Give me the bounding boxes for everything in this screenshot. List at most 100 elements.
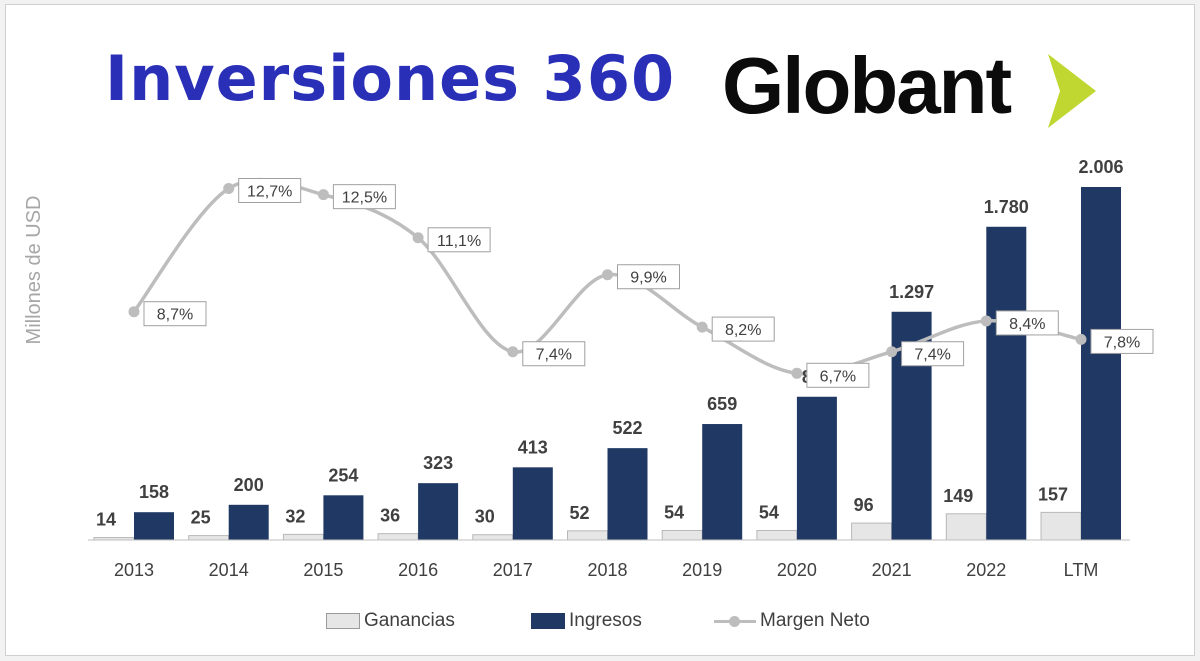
bar-ganancias-2021: [851, 522, 893, 541]
x-tick-2014: 2014: [209, 560, 249, 580]
label-ingresos-2013: 158: [139, 482, 169, 502]
legend-item-margen-neto: Margen Neto: [714, 608, 870, 634]
x-tick-2015: 2015: [303, 560, 343, 580]
label-margen-2018: 9,9%: [630, 270, 666, 287]
point-margen-2020: [791, 367, 803, 379]
company-logo: Globant: [722, 41, 1012, 130]
bar-ingresos-2018: [607, 448, 648, 540]
label-ganancias-2020: 54: [759, 502, 779, 522]
point-margen-2019: [696, 321, 708, 333]
label-ingresos-2017: 413: [518, 437, 548, 457]
point-margen-2016: [412, 232, 424, 244]
label-ingresos-2018: 522: [612, 418, 642, 438]
bar-ingresos-2017: [512, 467, 553, 540]
point-margen-2022: [980, 315, 992, 327]
bar-ingresos-2022: [986, 226, 1027, 540]
bar-ingresos-2015: [323, 495, 364, 540]
label-ganancias-2018: 52: [569, 503, 589, 523]
bar-ganancias-2015: [282, 533, 324, 541]
point-margen-2015: [317, 189, 329, 201]
callout-margen-2017: [522, 341, 586, 367]
x-tick-2019: 2019: [682, 560, 722, 580]
legend-item-ingresos: Ingresos: [531, 608, 642, 634]
label-ganancias-2015: 32: [285, 506, 305, 526]
bar-ingresos-2013: [134, 512, 174, 540]
x-tick-2022: 2022: [966, 560, 1006, 580]
point-margen-2014: [223, 183, 235, 194]
label-ganancias-2014: 25: [191, 508, 211, 528]
callout-margen-2020: [806, 362, 870, 388]
legend-label-ingresos: Ingresos: [569, 610, 642, 631]
label-ingresos-2015: 254: [328, 465, 358, 485]
bar-ganancias-2022: [945, 513, 987, 541]
point-margen-2021: [886, 346, 898, 358]
page-title: Inversiones 360: [105, 42, 676, 115]
label-margen-2021: 7,4%: [914, 347, 950, 364]
x-tick-2020: 2020: [777, 560, 817, 580]
bar-ganancias-2020: [756, 529, 798, 541]
x-tick-LTM: LTM: [1064, 560, 1099, 580]
label-ingresos-2022: 1.780: [984, 197, 1029, 217]
bar-ganancias-2019: [661, 529, 703, 541]
x-tick-2018: 2018: [587, 560, 627, 580]
callout-margen-2014: [238, 178, 302, 203]
label-margen-2016: 11,1%: [437, 233, 481, 250]
x-tick-2017: 2017: [493, 560, 533, 580]
label-ganancias-2017: 30: [475, 507, 495, 527]
chevron-right-icon: [1048, 54, 1096, 128]
bar-ingresos-2016: [418, 483, 459, 540]
bar-ganancias-2017: [472, 534, 514, 541]
legend-label-margen-neto: Margen Neto: [760, 610, 870, 631]
x-tick-2021: 2021: [872, 560, 912, 580]
callout-margen-LTM: [1090, 328, 1154, 354]
label-ingresos-2019: 659: [707, 394, 737, 414]
bar-ganancias-LTM: [1040, 511, 1082, 541]
label-margen-2015: 12,5%: [342, 190, 387, 207]
point-margen-2018: [602, 269, 613, 281]
callout-margen-2022: [995, 310, 1059, 336]
y-axis-label: Millones de USD: [23, 196, 45, 345]
legend-swatch-margen-neto: [714, 613, 756, 629]
label-margen-2020: 6,7%: [820, 368, 856, 385]
bar-ingresos-2019: [702, 424, 743, 540]
label-margen-2014: 12,7%: [247, 184, 292, 201]
callout-margen-2015: [332, 184, 396, 210]
chart-legend: Ganancias Ingresos Margen Neto: [0, 608, 1200, 634]
point-margen-LTM: [1075, 333, 1087, 345]
callout-margen-2019: [711, 316, 775, 342]
callout-margen-2018: [617, 264, 680, 290]
legend-swatch-ingresos: [531, 613, 565, 629]
label-ingresos-2016: 323: [423, 453, 453, 473]
callout-margen-2013: [143, 301, 207, 327]
label-margen-2013: 8,7%: [157, 307, 193, 324]
bar-ganancias-2014: [188, 535, 230, 541]
point-margen-2013: [128, 306, 140, 318]
label-ingresos-LTM: 2.006: [1078, 157, 1123, 177]
point-margen-2017: [507, 346, 519, 358]
x-tick-2013: 2013: [114, 560, 154, 580]
x-tick-2016: 2016: [398, 560, 438, 580]
label-ganancias-2016: 36: [380, 506, 400, 526]
label-ganancias-2021: 96: [854, 495, 874, 515]
legend-swatch-ganancias: [326, 613, 360, 629]
label-margen-2017: 7,4%: [536, 347, 572, 364]
bar-ingresos-2020: [796, 396, 837, 540]
label-margen-2019: 8,2%: [725, 322, 761, 339]
bar-ingresos-2014: [228, 504, 269, 540]
label-ingresos-2021: 1.297: [889, 282, 934, 302]
legend-label-ganancias: Ganancias: [364, 610, 455, 631]
bar-ganancias-2018: [567, 530, 608, 541]
bar-ganancias-2016: [377, 533, 419, 541]
label-ganancias-2022: 149: [943, 486, 973, 506]
label-ganancias-LTM: 157: [1038, 484, 1068, 504]
label-margen-2022: 8,4%: [1009, 316, 1045, 333]
legend-item-ganancias: Ganancias: [326, 608, 455, 634]
callout-margen-2016: [427, 227, 491, 253]
label-ganancias-2019: 54: [664, 502, 684, 522]
label-ganancias-2013: 14: [96, 510, 116, 530]
callout-margen-2021: [901, 341, 965, 367]
bar-ingresos-LTM: [1081, 187, 1121, 540]
label-margen-LTM: 7,8%: [1104, 334, 1140, 351]
label-ingresos-2014: 200: [234, 475, 264, 495]
